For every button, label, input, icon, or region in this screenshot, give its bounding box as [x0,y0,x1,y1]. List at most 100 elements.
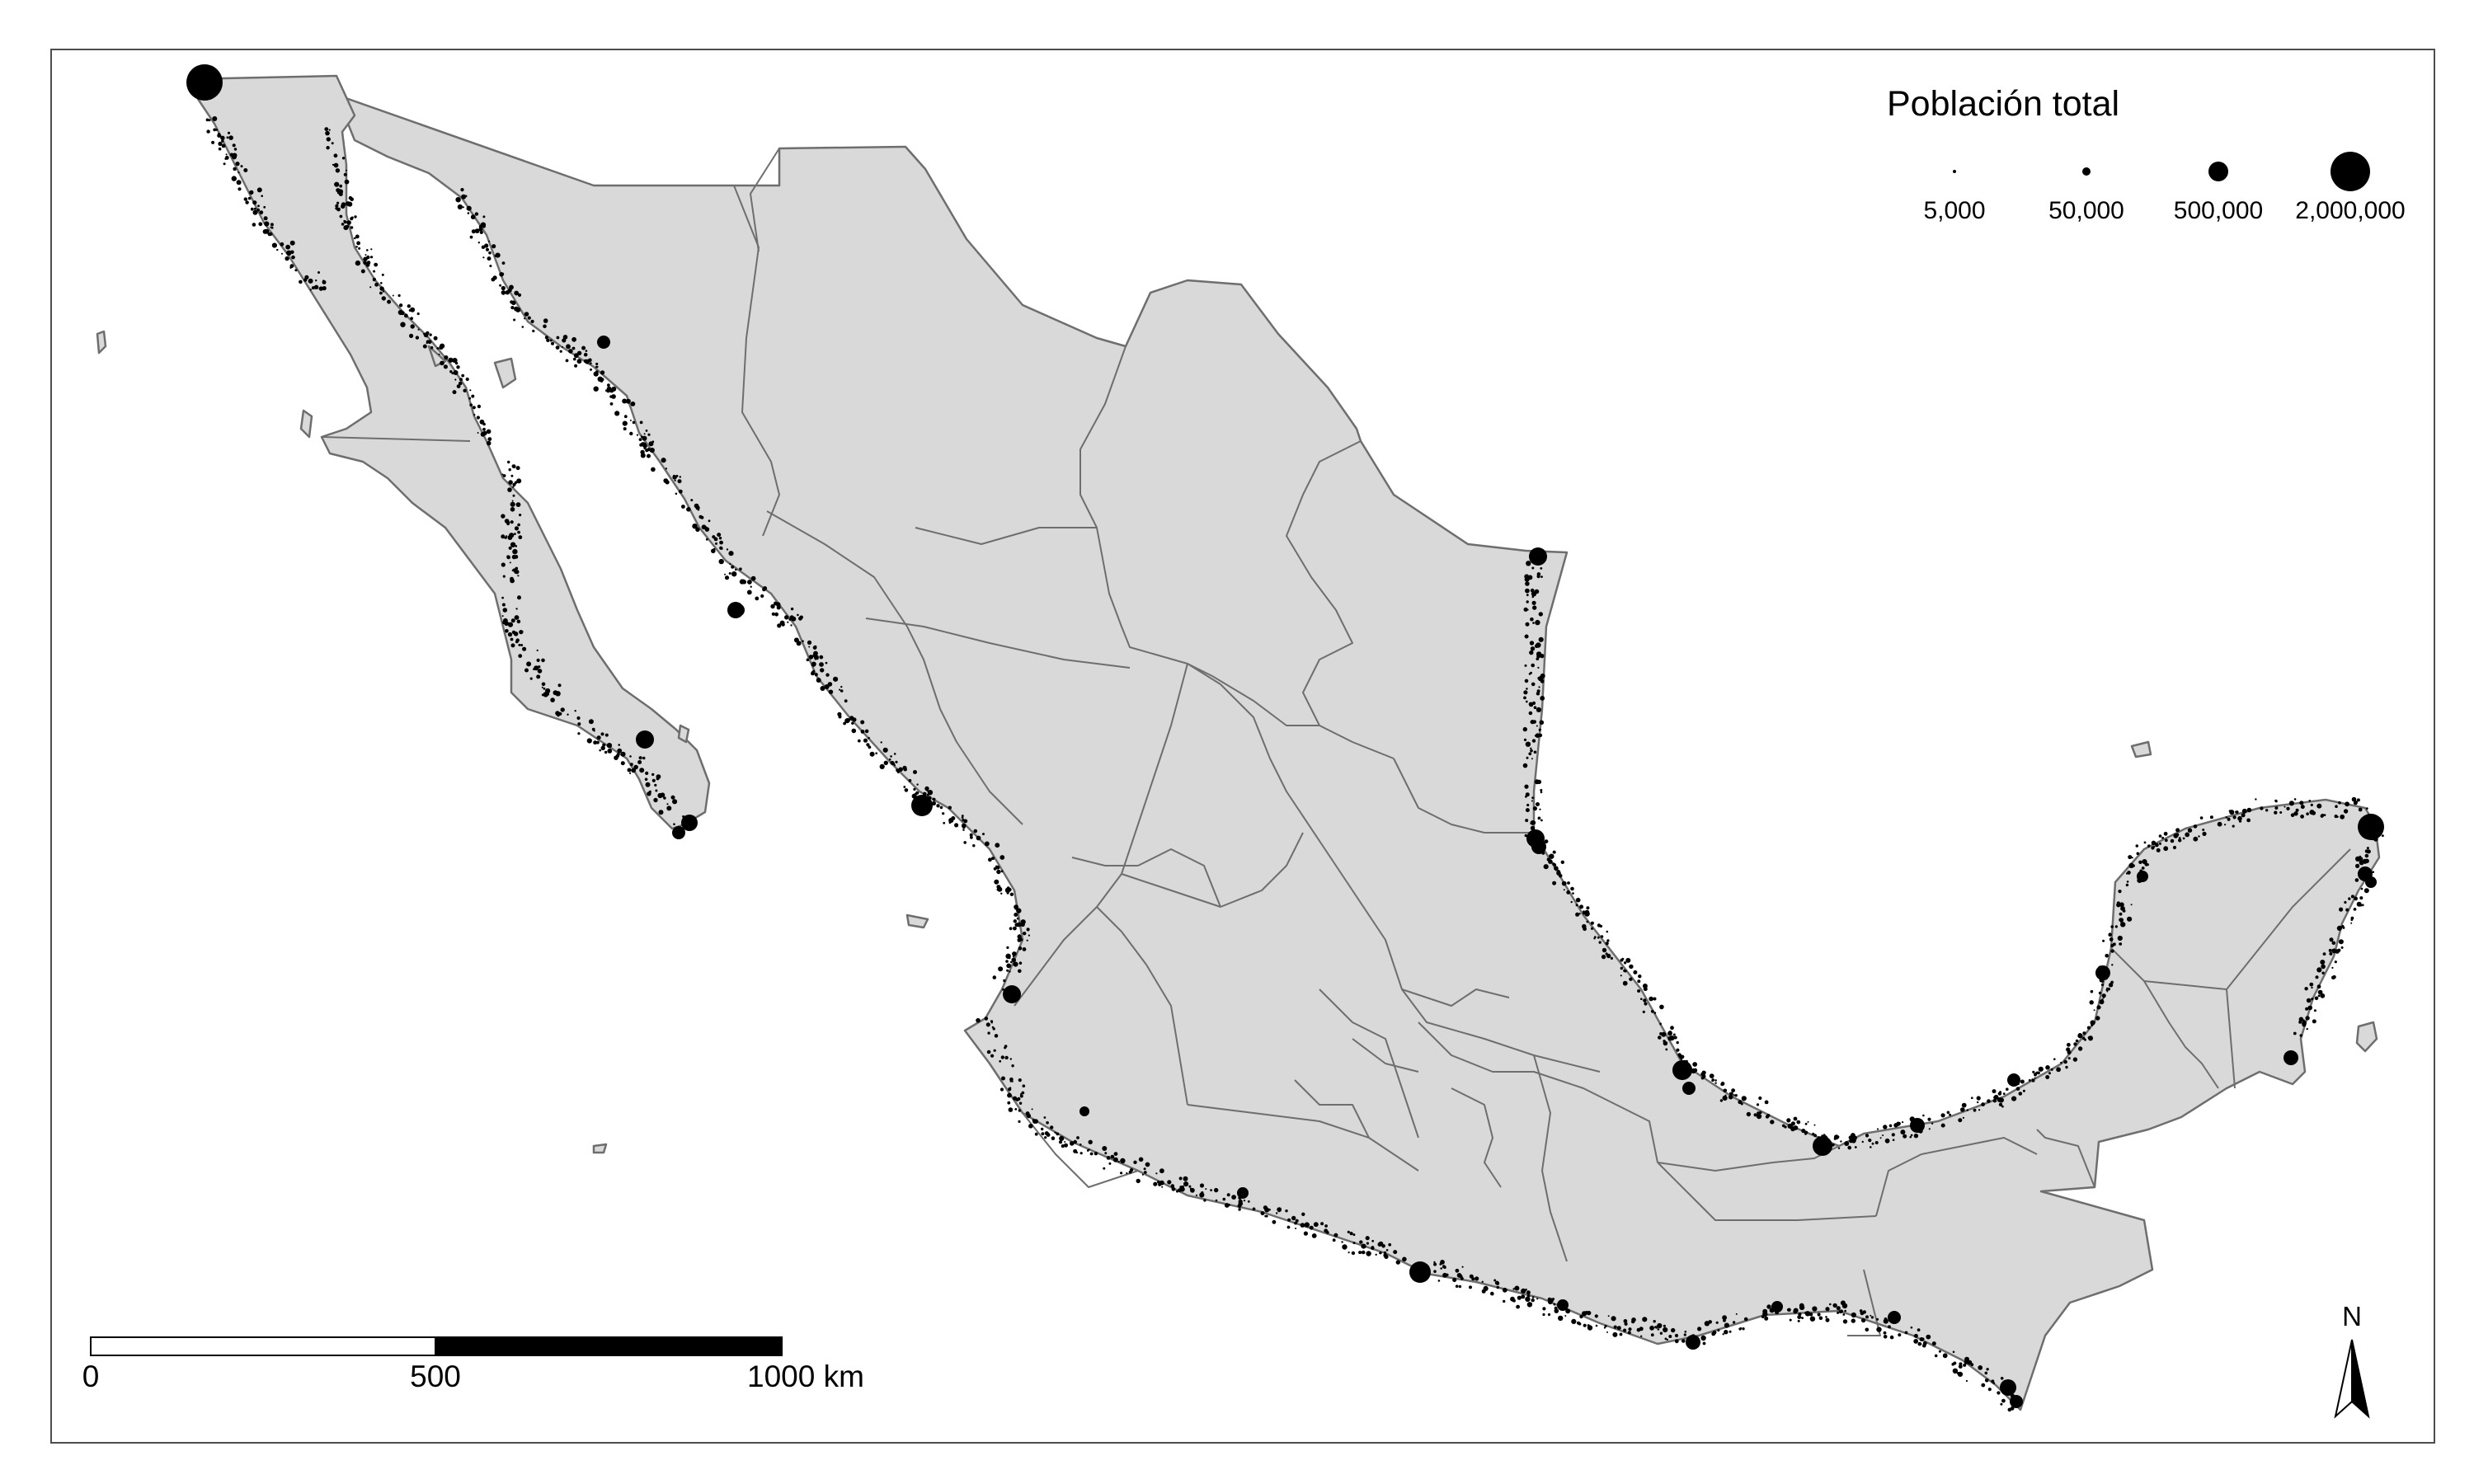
population-point [666,805,672,811]
city-point [1910,1118,1925,1133]
population-point [1735,1313,1738,1315]
population-point [346,220,351,225]
population-point [2099,999,2105,1005]
population-point [622,420,628,426]
city-point [911,795,933,816]
population-point [735,568,737,571]
population-point [1665,1048,1668,1051]
population-point [2119,918,2123,922]
population-point [802,640,804,642]
population-point [1014,1108,1018,1111]
population-point [1525,741,1531,747]
population-point [1724,1322,1729,1328]
population-point [1758,1111,1762,1115]
population-point [1809,1316,1816,1322]
population-point [2132,864,2135,867]
population-point [1691,1068,1696,1074]
population-point [1001,1076,1005,1081]
population-point [1616,1326,1621,1331]
population-point [776,605,781,610]
population-point [1210,1189,1212,1191]
population-point [259,210,264,215]
population-point [299,279,303,284]
population-point [651,467,656,472]
population-point [679,476,681,478]
population-point [879,763,885,770]
island-marias [905,913,929,929]
population-point [1653,997,1657,1001]
population-point [2361,904,2364,907]
population-point [1525,1296,1531,1303]
population-point [1018,1109,1022,1112]
population-point [985,841,990,847]
population-point [2119,942,2123,946]
population-point [2359,860,2364,866]
population-point [1913,1134,1919,1139]
population-point [1636,1327,1641,1332]
population-point [516,478,522,484]
population-point [605,389,608,392]
population-point [232,143,236,148]
population-point [289,264,294,269]
population-point [2255,798,2257,801]
population-point [1190,1187,1195,1193]
population-point [840,689,844,693]
city-point [1771,1301,1783,1313]
population-point [1566,890,1571,895]
population-point [2175,828,2180,833]
population-point [1889,1335,1894,1340]
population-point [1537,666,1540,669]
population-point [1538,686,1540,688]
population-point [1883,1318,1888,1324]
population-point [501,514,506,519]
population-point [355,260,361,266]
population-point [812,669,815,672]
population-point [2308,800,2312,802]
population-point [1868,1139,1872,1143]
population-point [574,710,576,712]
population-point [2336,815,2339,818]
population-point [1583,1323,1587,1327]
population-point [1583,912,1586,915]
population-point [333,153,338,158]
population-point [2235,810,2239,815]
population-point [1437,1280,1441,1282]
population-point [460,188,464,192]
population-point [2108,932,2112,937]
city-point [2365,876,2377,888]
population-point [1525,581,1530,586]
population-point [1659,1004,1664,1010]
population-point [808,646,811,648]
population-point [1287,1218,1291,1222]
population-point [927,790,934,796]
population-point [573,353,579,359]
population-point [1638,974,1642,979]
population-point [512,494,515,497]
population-point [1832,1303,1837,1308]
population-point [506,520,510,524]
population-point [1728,1094,1733,1100]
population-point [1536,802,1540,806]
population-point [1388,1242,1392,1247]
population-point [2322,952,2326,956]
population-point [488,251,492,255]
population-point [285,244,290,250]
population-point [2202,831,2207,837]
population-point [2056,1067,2062,1073]
population-point [2100,979,2105,983]
population-point [1442,1272,1447,1278]
population-point [1676,1048,1680,1052]
population-point [560,707,565,712]
population-point [2274,806,2279,810]
population-point [2302,1020,2307,1025]
population-point [1684,1331,1687,1333]
population-point [360,269,365,274]
population-point [1644,1002,1648,1006]
population-point [501,290,506,295]
population-point [1987,1099,1991,1103]
population-point [1724,1094,1727,1097]
population-point [2015,1087,2020,1091]
population-point [651,778,656,782]
population-point [1637,979,1641,984]
population-point [262,229,268,234]
